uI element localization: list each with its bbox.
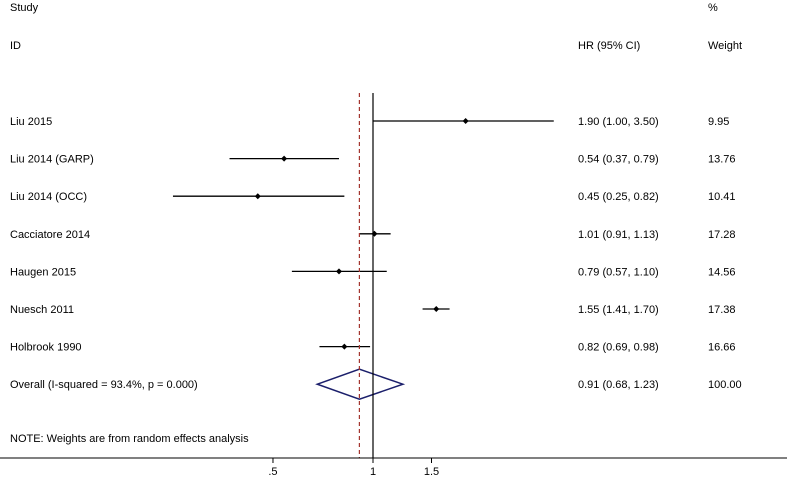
study-row: Haugen 2015 0.79 (0.57, 1.10) 14.56 <box>10 266 736 278</box>
header-id: ID <box>10 40 21 52</box>
header-weight: Weight <box>708 40 743 52</box>
footnote: NOTE: Weights are from random effects an… <box>10 433 249 445</box>
study-row: Holbrook 1990 0.82 (0.69, 0.98) 16.66 <box>10 342 736 354</box>
point-estimate <box>341 343 348 350</box>
weight-value: 16.66 <box>708 342 736 354</box>
overall-hr-ci-value: 0.91 (0.68, 1.23) <box>578 379 659 391</box>
x-ticks: .5 1 1.5 <box>268 458 439 478</box>
study-label: Holbrook 1990 <box>10 342 82 354</box>
x-tick-label: 1 <box>370 466 376 478</box>
point-estimate <box>462 118 469 124</box>
study-label: Liu 2014 (OCC) <box>10 191 87 203</box>
study-label: Liu 2014 (GARP) <box>10 154 94 166</box>
study-row: Liu 2014 (GARP) 0.54 (0.37, 0.79) 13.76 <box>10 154 736 166</box>
hr-ci-value: 0.82 (0.69, 0.98) <box>578 342 659 354</box>
overall-row: Overall (I-squared = 93.4%, p = 0.000) 0.… <box>10 368 742 400</box>
weight-value: 13.76 <box>708 154 736 166</box>
overall-weight-value: 100.00 <box>708 379 742 391</box>
study-label: Nuesch 2011 <box>10 304 74 316</box>
study-label: Liu 2015 <box>10 116 52 128</box>
point-estimate <box>371 230 378 237</box>
hr-ci-value: 1.55 (1.41, 1.70) <box>578 304 659 316</box>
study-rows: Liu 2015 1.90 (1.00, 3.50) 9.95 Liu 2014 (G… <box>10 116 736 354</box>
weight-value: 17.28 <box>708 229 736 241</box>
hr-ci-value: 0.54 (0.37, 0.79) <box>578 154 659 166</box>
study-row: Liu 2015 1.90 (1.00, 3.50) 9.95 <box>10 116 729 128</box>
point-estimate <box>433 306 440 312</box>
overall-diamond <box>315 368 406 400</box>
point-estimate <box>281 155 288 162</box>
study-label: Haugen 2015 <box>10 266 76 278</box>
hr-ci-value: 1.90 (1.00, 3.50) <box>578 116 659 128</box>
point-estimate <box>335 268 342 275</box>
header-weight-percent: % <box>708 2 718 14</box>
header-effect: HR (95% CI) <box>578 40 641 52</box>
header-study: Study <box>10 2 39 14</box>
hr-ci-value: 0.79 (0.57, 1.10) <box>578 266 659 278</box>
weight-value: 9.95 <box>708 116 729 128</box>
study-label: Cacciatore 2014 <box>10 229 90 241</box>
hr-ci-value: 1.01 (0.91, 1.13) <box>578 229 659 241</box>
weight-value: 17.38 <box>708 304 736 316</box>
study-row: Liu 2014 (OCC) 0.45 (0.25, 0.82) 10.41 <box>10 191 736 203</box>
study-row: Cacciatore 2014 1.01 (0.91, 1.13) 17.28 <box>10 229 736 241</box>
study-row: Nuesch 2011 1.55 (1.41, 1.70) 17.38 <box>10 304 736 316</box>
overall-label: Overall (I-squared = 93.4%, p = 0.000) <box>10 379 198 391</box>
hr-ci-value: 0.45 (0.25, 0.82) <box>578 191 659 203</box>
point-estimate <box>254 193 261 200</box>
x-tick-label: 1.5 <box>424 466 439 478</box>
x-tick-label: .5 <box>268 466 277 478</box>
weight-value: 10.41 <box>708 191 736 203</box>
weight-value: 14.56 <box>708 266 736 278</box>
